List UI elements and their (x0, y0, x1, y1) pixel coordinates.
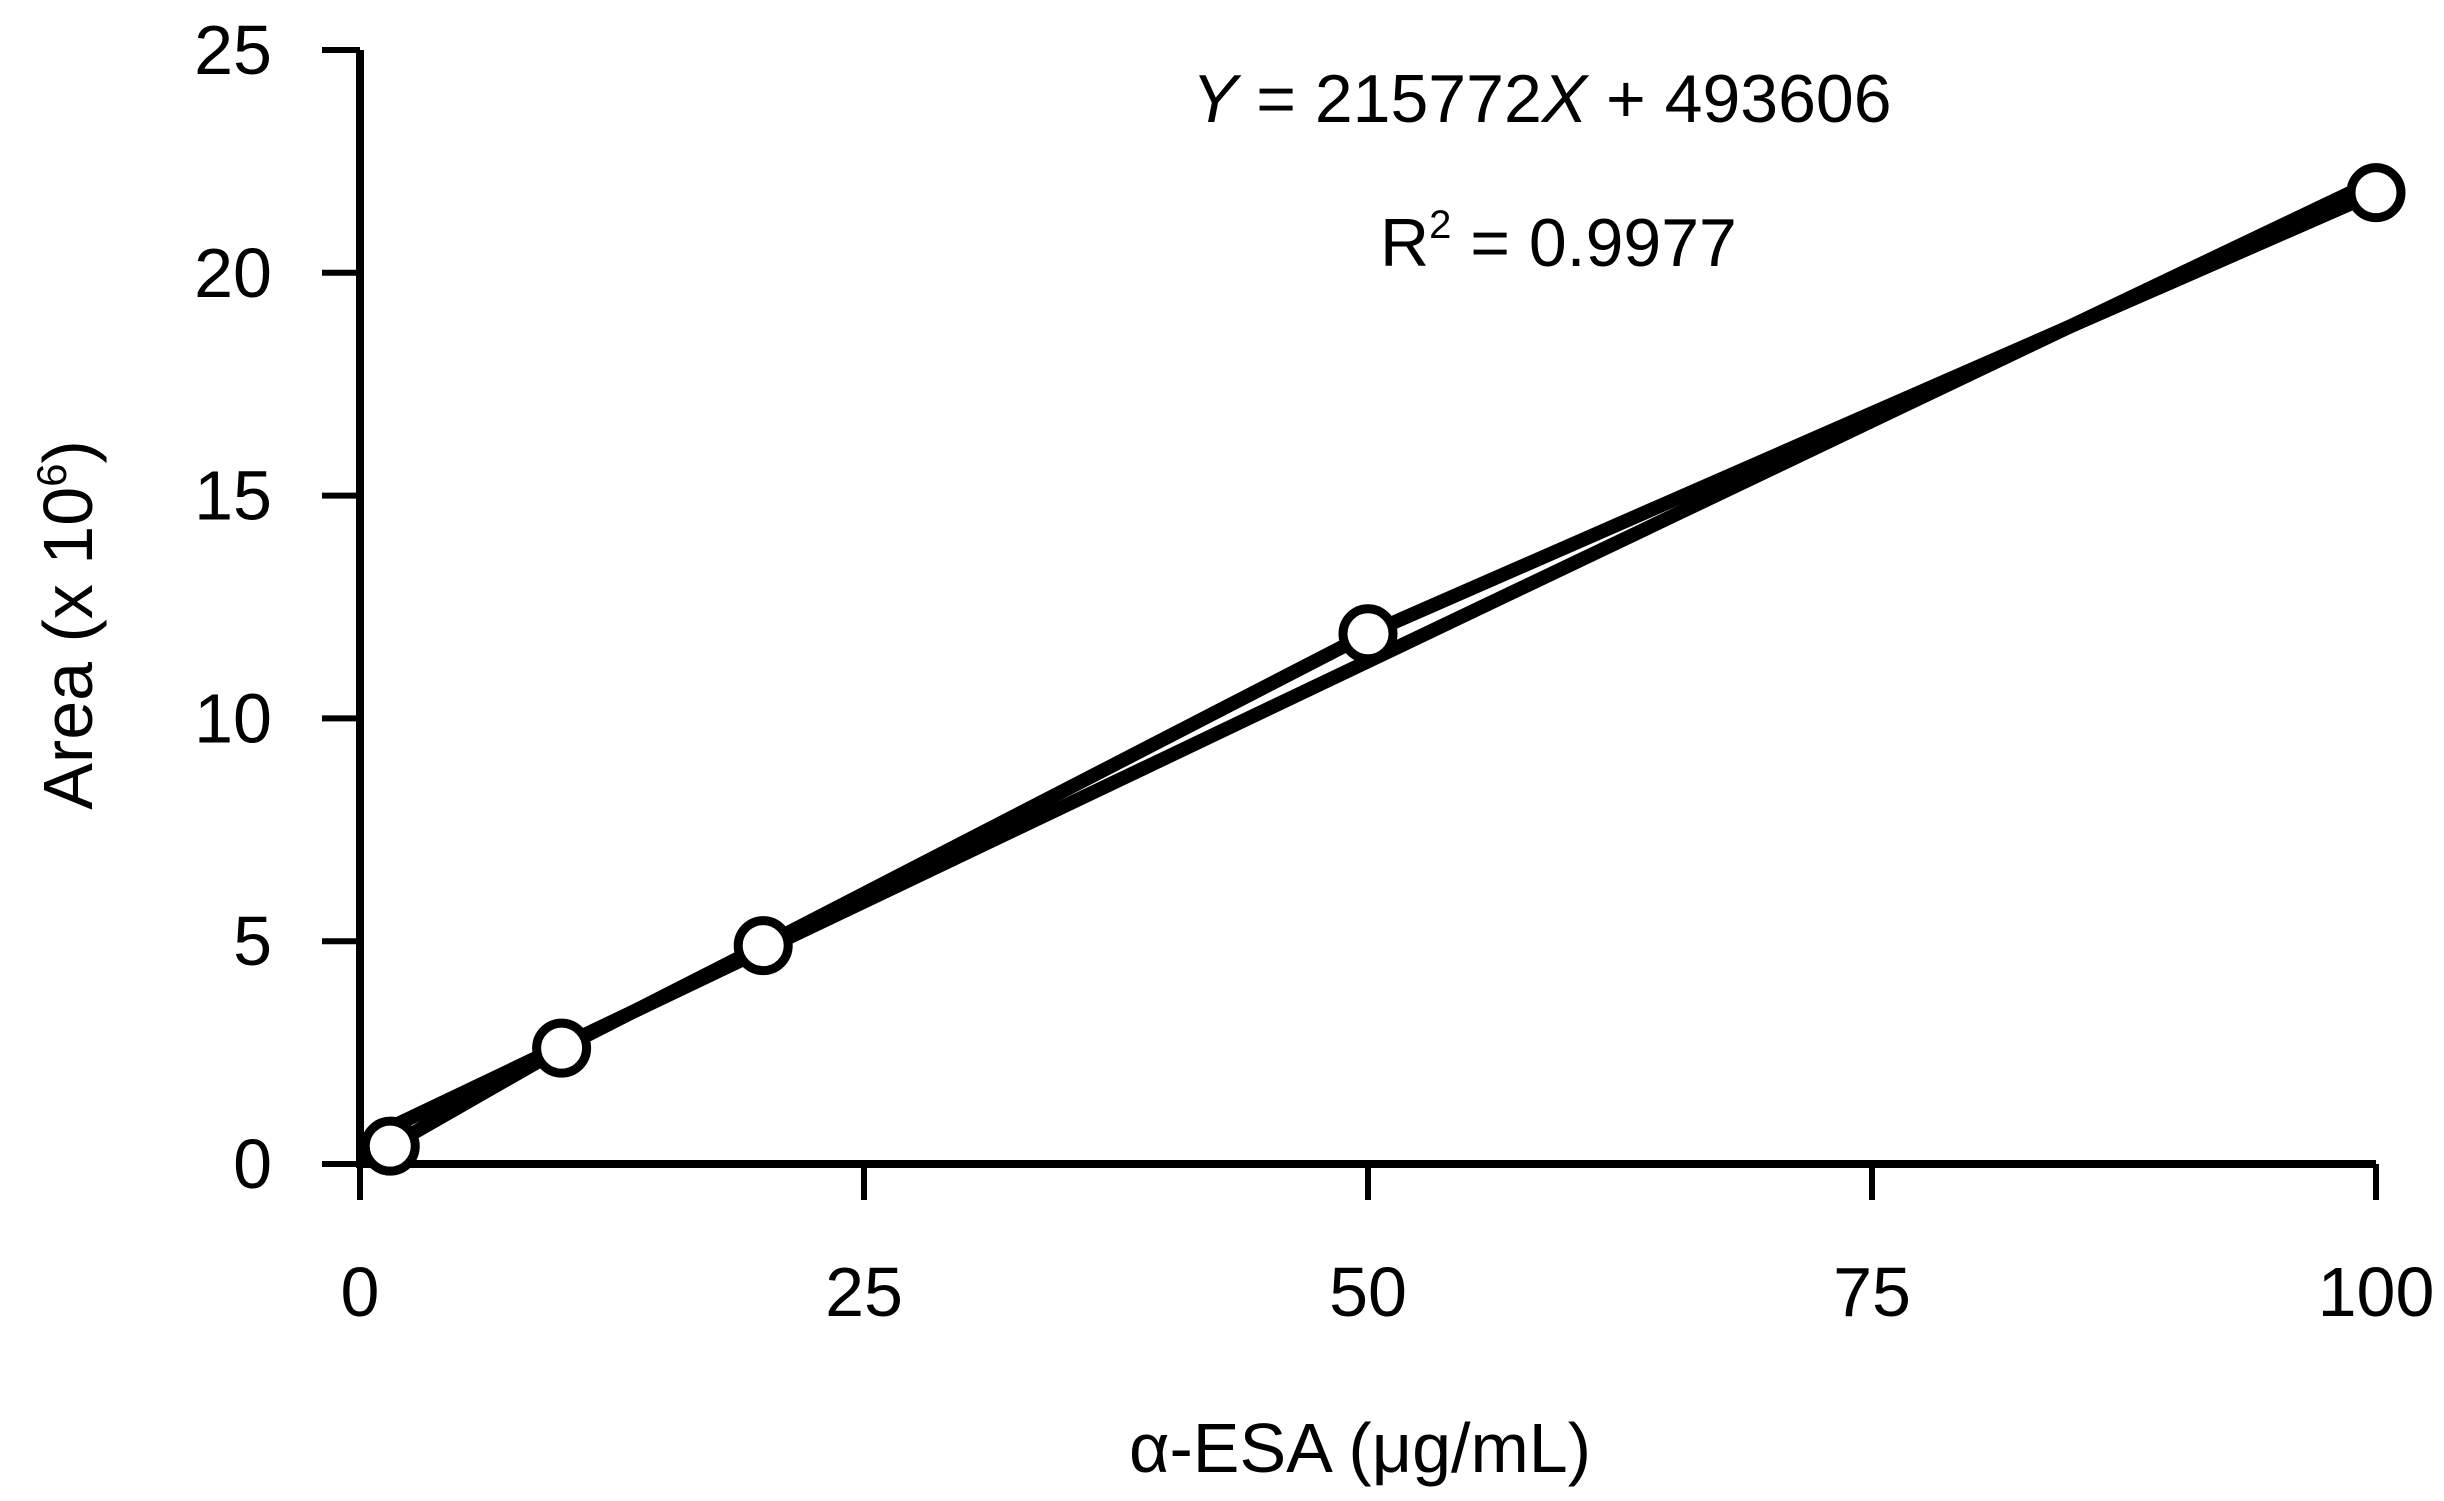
x-axis-title-greek: α (1129, 1409, 1169, 1487)
y-tick-label: 20 (194, 234, 272, 312)
x-axis-title-unit: g/mL) (1412, 1409, 1591, 1487)
x-tick-label: 0 (341, 1253, 380, 1331)
x-axis-title: α-ESA (μg/mL) (1129, 1409, 1591, 1487)
plot-points (360, 163, 2406, 1176)
x-tick-label: 25 (825, 1253, 903, 1331)
y-tick-label: 5 (233, 902, 272, 980)
x-tick-label: 50 (1329, 1253, 1407, 1331)
equation-annotation: Y = 215772X + 493606 (1192, 61, 1892, 137)
y-tick-label: 25 (194, 11, 272, 89)
equation-y: Y (1192, 61, 1242, 137)
equation-rest: + 493606 (1587, 61, 1891, 137)
y-tick-label: 0 (233, 1125, 272, 1203)
y-tick-label: 10 (194, 679, 272, 757)
r2-sup: 2 (1429, 203, 1451, 247)
data-point (1338, 604, 1398, 664)
data-line (383, 185, 2383, 1154)
x-tick-label: 100 (2318, 1253, 2435, 1331)
r2-rest: = 0.9977 (1451, 205, 1736, 281)
y-tick-label: 15 (194, 457, 272, 535)
data-point (2346, 163, 2406, 223)
data-point (733, 916, 793, 976)
y-axis-title-sup: 6 (28, 464, 75, 487)
y-axis-title-close: ) (29, 440, 107, 463)
y-axis-title: Area (x 106) (28, 440, 107, 810)
data-point (532, 1018, 592, 1078)
y-ticks: 0 5 10 15 20 25 (194, 11, 360, 1203)
x-ticks: 0 25 50 75 100 (341, 1164, 2435, 1331)
x-axis-title-mu: μ (1372, 1409, 1412, 1487)
x-axis-title-text: -ESA ( (1169, 1409, 1371, 1487)
data-point (360, 1116, 420, 1176)
r2-r: R (1380, 205, 1429, 281)
equation-x: X (1540, 61, 1590, 137)
equation-eq: = 215772 (1237, 61, 1541, 137)
plot-lines (383, 173, 2383, 1154)
r2-annotation: R2 = 0.9977 (1380, 203, 1737, 281)
x-tick-label: 75 (1833, 1253, 1911, 1331)
y-axis-title-text: Area (x 10 (29, 487, 107, 810)
